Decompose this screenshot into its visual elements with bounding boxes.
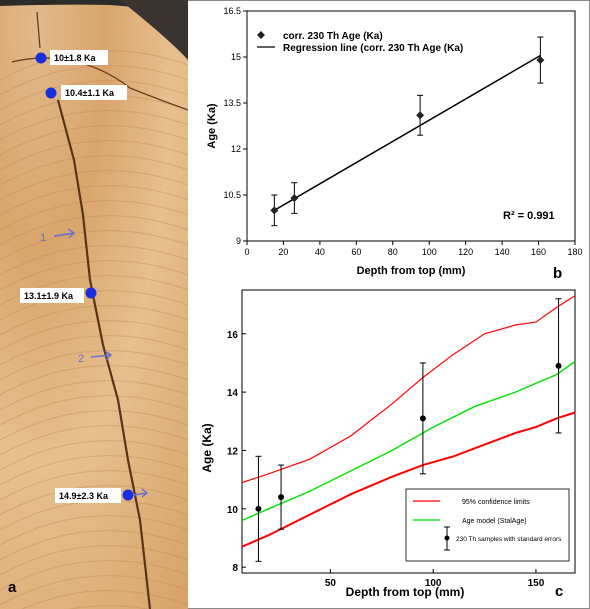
c-data-point xyxy=(555,362,562,369)
b-ytick-label: 10.5 xyxy=(223,190,241,200)
b-ytick-label: 13.5 xyxy=(223,98,241,108)
legend-b-diamond xyxy=(257,31,265,39)
legend-b: corr. 230 Th Age (Ka) Regression line (c… xyxy=(257,31,463,54)
regression-line xyxy=(273,54,541,211)
sample-marker-2 xyxy=(45,87,57,99)
c-ytick-label: 16 xyxy=(227,330,239,341)
panel-label-b: b xyxy=(553,265,562,282)
panel-label-a: a xyxy=(8,579,17,596)
chart-c-xlabel: Depth from top (mm) xyxy=(346,585,465,599)
sample-label-3: 13.1±1.9 Ka xyxy=(24,291,74,301)
chart-b-xlabel: Depth from top (mm) xyxy=(357,265,466,277)
legend-b-entry-2: Regression line (corr. 230 Th Age (Ka) xyxy=(283,43,463,54)
panel-label-c: c xyxy=(555,583,563,600)
chart-c-ylabel: Age (Ka) xyxy=(200,423,214,472)
stalagmite-photo: 10±1.8 Ka 10.4±1.1 Ka 13.1±1.9 Ka 14.9±2… xyxy=(0,0,188,609)
sample-label-1: 10±1.8 Ka xyxy=(54,53,96,63)
c-ytick-label: 12 xyxy=(227,446,239,457)
c-ytick-label: 10 xyxy=(227,505,239,516)
growth-arrow-3 xyxy=(132,488,149,498)
sample-marker-4 xyxy=(122,489,134,501)
legend-b-entry-1: corr. 230 Th Age (Ka) xyxy=(283,31,383,42)
legend-c-entry-3: 230 Th samples with standard errors xyxy=(456,536,562,543)
c-ytick-label: 8 xyxy=(232,563,238,574)
b-xtick-label: 140 xyxy=(495,247,510,257)
b-ytick-label: 16.5 xyxy=(223,6,241,16)
b-xtick-label: 120 xyxy=(458,247,473,257)
age-model-line xyxy=(241,360,576,522)
sample-label-4: 14.9±2.3 Ka xyxy=(59,491,109,501)
b-xtick-label: 20 xyxy=(278,247,288,257)
b-ytick-label: 12 xyxy=(231,144,241,154)
c-ytick-label: 14 xyxy=(227,388,239,399)
b-xtick-label: 80 xyxy=(388,247,398,257)
b-data-point xyxy=(290,194,299,203)
arrow-label-2: 2 xyxy=(78,353,84,365)
sample-marker-3 xyxy=(85,287,97,299)
upper-confidence-line xyxy=(241,295,576,484)
legend-c: 95% confidence limits Age model (StalAge… xyxy=(405,488,570,562)
c-xtick-label: 150 xyxy=(528,578,545,589)
b-data-point xyxy=(416,111,425,120)
b-xtick-label: 160 xyxy=(531,247,546,257)
b-xtick-label: 40 xyxy=(315,247,325,257)
c-data-point xyxy=(419,415,426,422)
b-ytick-label: 15 xyxy=(231,52,241,62)
legend-c-dot xyxy=(444,535,450,541)
legend-c-entry-2: Age model (StalAge) xyxy=(462,518,527,525)
b-data-point xyxy=(270,206,279,215)
b-xtick-label: 60 xyxy=(351,247,361,257)
b-xtick-label: 0 xyxy=(244,247,249,257)
legend-c-entry-1: 95% confidence limits xyxy=(462,499,530,506)
r-squared: R² = 0.991 xyxy=(503,210,555,222)
arrow-label-1: 1 xyxy=(40,232,46,244)
c-data-point xyxy=(255,505,262,512)
sample-marker-1 xyxy=(35,52,47,64)
growth-arrow-1 xyxy=(53,228,76,239)
growth-arrow-2 xyxy=(90,350,113,361)
b-xtick-label: 100 xyxy=(422,247,437,257)
b-ytick-label: 9 xyxy=(236,236,241,246)
chart-b-ylabel: Age (Ka) xyxy=(206,103,218,149)
sample-label-2: 10.4±1.1 Ka xyxy=(65,88,115,98)
b-xtick-label: 180 xyxy=(567,247,582,257)
c-xtick-label: 50 xyxy=(325,578,337,589)
c-xtick-label: 100 xyxy=(425,578,442,589)
b-data-point xyxy=(536,56,545,65)
c-data-point xyxy=(278,494,285,501)
lower-confidence-line xyxy=(241,411,576,548)
